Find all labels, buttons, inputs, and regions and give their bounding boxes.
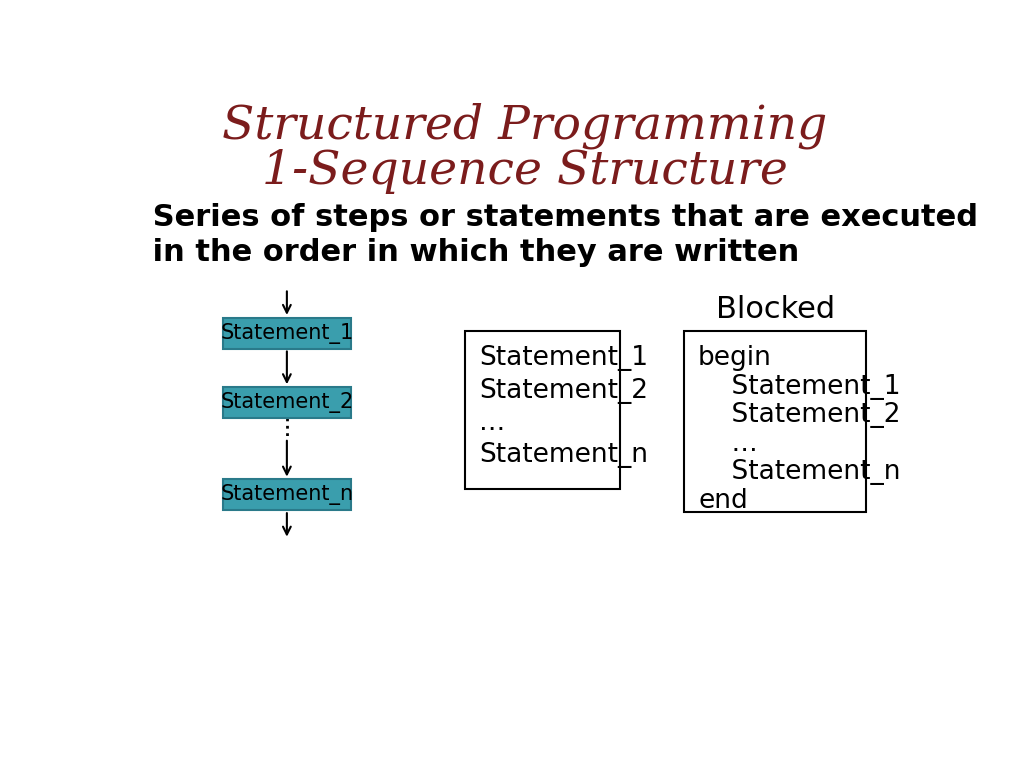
Text: Statement_1: Statement_1 — [698, 374, 900, 399]
Text: Statement_1: Statement_1 — [479, 345, 648, 371]
Bar — [684, 331, 866, 512]
Text: Statement_1: Statement_1 — [220, 323, 353, 343]
Bar — [223, 318, 351, 349]
Text: Statement_2: Statement_2 — [220, 392, 353, 413]
Text: in the order in which they are written: in the order in which they are written — [142, 238, 799, 266]
Text: Structured Programming: Structured Programming — [222, 102, 827, 148]
Bar — [223, 387, 351, 418]
Text: Statement_n: Statement_n — [479, 442, 648, 468]
Text: …: … — [698, 431, 758, 457]
Text: …: … — [479, 410, 505, 436]
Text: Statement_2: Statement_2 — [698, 402, 900, 429]
Text: Blocked: Blocked — [716, 295, 835, 324]
Text: Statement_n: Statement_n — [698, 459, 900, 485]
Text: begin: begin — [698, 345, 772, 371]
Text: Statement_n: Statement_n — [220, 485, 353, 505]
Bar — [465, 331, 621, 489]
Text: Statement_2: Statement_2 — [479, 378, 648, 403]
Text: end: end — [698, 488, 748, 514]
Bar — [223, 479, 351, 510]
Text: 1-Sequence Structure: 1-Sequence Structure — [262, 149, 787, 194]
Text: Series of steps or statements that are executed: Series of steps or statements that are e… — [142, 204, 978, 232]
